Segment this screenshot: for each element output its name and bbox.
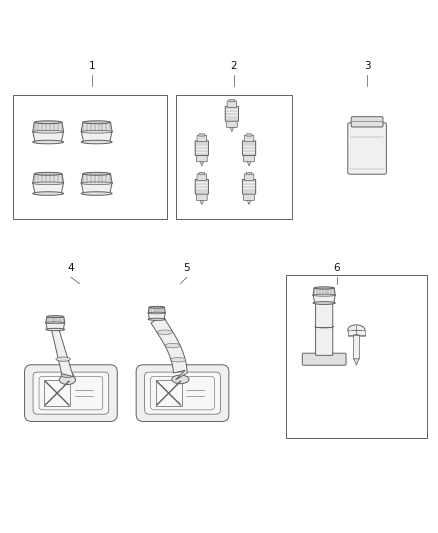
- Ellipse shape: [32, 182, 64, 184]
- Ellipse shape: [81, 192, 112, 195]
- FancyBboxPatch shape: [145, 372, 220, 414]
- Polygon shape: [313, 288, 336, 295]
- FancyBboxPatch shape: [199, 134, 205, 136]
- FancyBboxPatch shape: [243, 141, 256, 156]
- Ellipse shape: [314, 287, 334, 289]
- FancyBboxPatch shape: [244, 135, 254, 142]
- Polygon shape: [81, 131, 112, 142]
- Ellipse shape: [33, 140, 64, 144]
- Text: 3: 3: [364, 61, 371, 71]
- Polygon shape: [151, 316, 187, 380]
- Bar: [155, 380, 182, 406]
- Ellipse shape: [81, 182, 113, 184]
- FancyBboxPatch shape: [348, 123, 386, 174]
- Polygon shape: [46, 317, 65, 323]
- Polygon shape: [200, 161, 204, 166]
- FancyBboxPatch shape: [225, 107, 238, 121]
- Polygon shape: [148, 313, 166, 319]
- Ellipse shape: [59, 375, 76, 384]
- FancyBboxPatch shape: [315, 326, 333, 356]
- Ellipse shape: [32, 131, 64, 133]
- Bar: [13, 95, 167, 219]
- Polygon shape: [148, 308, 166, 313]
- Polygon shape: [81, 122, 112, 132]
- Polygon shape: [33, 174, 64, 183]
- FancyBboxPatch shape: [197, 193, 207, 200]
- Polygon shape: [200, 200, 204, 205]
- Ellipse shape: [81, 140, 112, 144]
- Ellipse shape: [157, 330, 173, 335]
- Bar: [44, 380, 70, 406]
- FancyBboxPatch shape: [229, 100, 235, 102]
- Polygon shape: [81, 174, 112, 183]
- FancyBboxPatch shape: [136, 365, 229, 422]
- FancyBboxPatch shape: [195, 180, 208, 194]
- FancyBboxPatch shape: [195, 141, 208, 156]
- Ellipse shape: [348, 325, 365, 335]
- Ellipse shape: [83, 121, 110, 124]
- FancyBboxPatch shape: [246, 134, 252, 136]
- FancyBboxPatch shape: [226, 120, 237, 127]
- Ellipse shape: [315, 302, 333, 304]
- Polygon shape: [51, 328, 73, 377]
- Ellipse shape: [172, 375, 189, 384]
- Text: 2: 2: [231, 61, 237, 71]
- FancyBboxPatch shape: [302, 353, 346, 365]
- Bar: [176, 95, 292, 219]
- Ellipse shape: [33, 192, 64, 195]
- FancyBboxPatch shape: [244, 155, 254, 161]
- Ellipse shape: [83, 172, 110, 175]
- FancyBboxPatch shape: [353, 335, 359, 359]
- Polygon shape: [230, 127, 234, 132]
- FancyBboxPatch shape: [243, 180, 256, 194]
- Ellipse shape: [315, 325, 333, 328]
- Ellipse shape: [149, 306, 164, 308]
- Text: 6: 6: [334, 263, 340, 273]
- FancyBboxPatch shape: [244, 174, 254, 180]
- FancyBboxPatch shape: [197, 174, 207, 180]
- Polygon shape: [354, 359, 359, 365]
- FancyBboxPatch shape: [199, 172, 205, 175]
- Ellipse shape: [35, 172, 62, 175]
- Polygon shape: [33, 122, 64, 132]
- Ellipse shape: [61, 373, 74, 377]
- Ellipse shape: [148, 318, 166, 320]
- Text: 1: 1: [89, 61, 95, 71]
- Polygon shape: [81, 183, 112, 193]
- Ellipse shape: [171, 358, 186, 362]
- Ellipse shape: [148, 312, 166, 314]
- FancyBboxPatch shape: [197, 135, 207, 142]
- Polygon shape: [313, 295, 336, 303]
- FancyBboxPatch shape: [197, 155, 207, 161]
- Ellipse shape: [56, 357, 71, 361]
- FancyBboxPatch shape: [315, 302, 333, 327]
- Ellipse shape: [81, 131, 113, 133]
- Ellipse shape: [46, 322, 65, 324]
- FancyBboxPatch shape: [244, 193, 254, 200]
- Ellipse shape: [47, 316, 64, 318]
- Ellipse shape: [35, 121, 62, 124]
- FancyBboxPatch shape: [351, 117, 383, 127]
- FancyBboxPatch shape: [227, 101, 237, 107]
- FancyBboxPatch shape: [25, 365, 117, 422]
- Polygon shape: [33, 183, 64, 193]
- Text: 4: 4: [67, 263, 74, 273]
- Polygon shape: [247, 161, 251, 166]
- Polygon shape: [247, 200, 251, 205]
- Ellipse shape: [165, 343, 180, 348]
- Ellipse shape: [46, 328, 65, 330]
- Bar: [286, 275, 427, 438]
- FancyBboxPatch shape: [348, 330, 365, 336]
- Text: 5: 5: [184, 263, 190, 273]
- Ellipse shape: [313, 302, 336, 304]
- Polygon shape: [33, 131, 64, 142]
- FancyBboxPatch shape: [246, 172, 252, 175]
- Polygon shape: [46, 322, 65, 329]
- Ellipse shape: [313, 294, 336, 296]
- FancyBboxPatch shape: [33, 372, 109, 414]
